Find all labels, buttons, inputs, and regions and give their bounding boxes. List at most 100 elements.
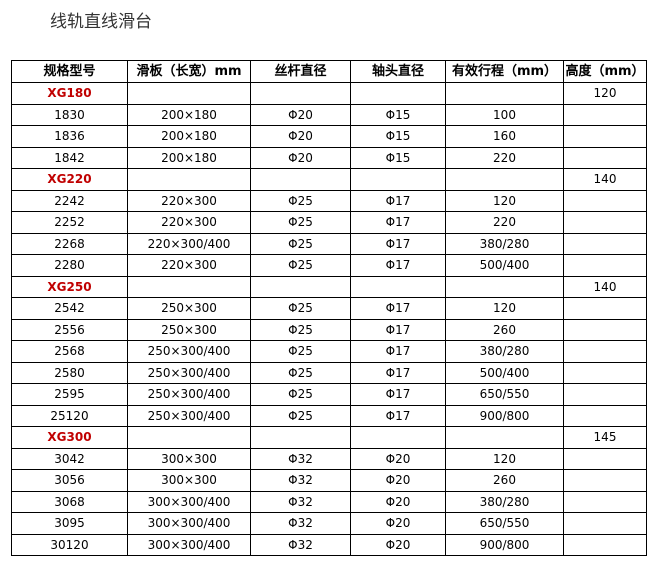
table-cell: 30120 xyxy=(11,533,128,556)
table-cell: Φ20 xyxy=(350,512,446,535)
table-cell: 900/800 xyxy=(445,404,564,427)
table-row: 25120 250×300/400 Φ25 Φ17 900/800 xyxy=(11,404,647,427)
table-cell: Φ32 xyxy=(250,447,351,470)
table-cell: 250×300/400 xyxy=(127,340,251,363)
table-cell: 2542 xyxy=(11,297,128,320)
table-cell: 200×180 xyxy=(127,146,251,169)
table-cell: 145 xyxy=(563,426,647,449)
table-cell: Φ25 xyxy=(250,211,351,234)
table-cell xyxy=(250,82,351,105)
table-cell: Φ17 xyxy=(350,254,446,277)
table-cell xyxy=(127,82,251,105)
table-header-row: 规格型号 滑板（长宽）mm 丝杆直径 轴头直径 有效行程（mm） 高度（mm） xyxy=(11,60,647,83)
table-row: 2252 220×300 Φ25 Φ17 220 xyxy=(11,211,647,234)
table-cell: 900/800 xyxy=(445,533,564,556)
table-cell: 2280 xyxy=(11,254,128,277)
table-cell xyxy=(563,125,647,148)
table-cell: 2556 xyxy=(11,318,128,341)
table-row: 1842 200×180 Φ20 Φ15 220 xyxy=(11,146,647,169)
table-cell: 120 xyxy=(445,447,564,470)
table-cell xyxy=(563,189,647,212)
table-cell: Φ25 xyxy=(250,383,351,406)
table-cell: 3068 xyxy=(11,490,128,513)
table-cell: Φ20 xyxy=(350,533,446,556)
table-cell: 120 xyxy=(445,189,564,212)
table-cell xyxy=(563,447,647,470)
table-cell: 220 xyxy=(445,146,564,169)
table-cell: 250×300/400 xyxy=(127,404,251,427)
table-cell: Φ25 xyxy=(250,232,351,255)
table-cell xyxy=(563,469,647,492)
table-cell: 120 xyxy=(445,297,564,320)
table-cell: Φ17 xyxy=(350,361,446,384)
table-cell: 25120 xyxy=(11,404,128,427)
spec-table: 规格型号 滑板（长宽）mm 丝杆直径 轴头直径 有效行程（mm） 高度（mm） XG180… xyxy=(11,60,647,556)
table-cell: 220×300/400 xyxy=(127,232,251,255)
table-cell xyxy=(445,82,564,105)
table-cell: Φ17 xyxy=(350,404,446,427)
table-cell: Φ20 xyxy=(250,125,351,148)
table-cell xyxy=(563,383,647,406)
table-cell: Φ32 xyxy=(250,512,351,535)
table-cell: Φ17 xyxy=(350,232,446,255)
table-cell: 3042 xyxy=(11,447,128,470)
table-cell: Φ17 xyxy=(350,340,446,363)
table-cell: Φ25 xyxy=(250,318,351,341)
table-cell xyxy=(563,297,647,320)
table-cell xyxy=(563,490,647,513)
table-cell: 300×300 xyxy=(127,447,251,470)
table-cell: 140 xyxy=(563,275,647,298)
table-cell: 220×300 xyxy=(127,211,251,234)
table-cell xyxy=(563,146,647,169)
table-cell: Φ17 xyxy=(350,189,446,212)
table-cell: 300×300 xyxy=(127,469,251,492)
table-cell: Φ17 xyxy=(350,383,446,406)
table-cell: 500/400 xyxy=(445,254,564,277)
table-cell: 260 xyxy=(445,318,564,341)
table-cell: 220 xyxy=(445,211,564,234)
table-row: 3095 300×300/400 Φ32 Φ20 650/550 xyxy=(11,512,647,535)
table-cell: 500/400 xyxy=(445,361,564,384)
table-cell: Φ25 xyxy=(250,404,351,427)
column-header: 轴头直径 xyxy=(350,60,446,83)
table-cell xyxy=(350,82,446,105)
table-cell: 2268 xyxy=(11,232,128,255)
table-cell xyxy=(250,275,351,298)
table-row: 2595 250×300/400 Φ25 Φ17 650/550 xyxy=(11,383,647,406)
table-cell: 200×180 xyxy=(127,125,251,148)
table-cell: 1842 xyxy=(11,146,128,169)
table-cell: Φ25 xyxy=(250,189,351,212)
table-cell xyxy=(563,103,647,126)
table-cell xyxy=(563,254,647,277)
table-cell: 250×300/400 xyxy=(127,361,251,384)
table-cell: Φ15 xyxy=(350,103,446,126)
table-cell: 200×180 xyxy=(127,103,251,126)
table-row: 3042 300×300 Φ32 Φ20 120 xyxy=(11,447,647,470)
table-cell: 2252 xyxy=(11,211,128,234)
group-label: XG220 xyxy=(11,168,128,191)
table-cell: 140 xyxy=(563,168,647,191)
table-cell xyxy=(250,426,351,449)
table-row: 2568 250×300/400 Φ25 Φ17 380/280 xyxy=(11,340,647,363)
table-row: 2280 220×300 Φ25 Φ17 500/400 xyxy=(11,254,647,277)
table-cell: 3095 xyxy=(11,512,128,535)
table-cell: 380/280 xyxy=(445,490,564,513)
table-cell xyxy=(127,168,251,191)
table-cell: 160 xyxy=(445,125,564,148)
table-row: 2542 250×300 Φ25 Φ17 120 xyxy=(11,297,647,320)
group-label: XG180 xyxy=(11,82,128,105)
table-cell: 380/280 xyxy=(445,232,564,255)
table-cell: 2242 xyxy=(11,189,128,212)
table-cell: Φ20 xyxy=(250,146,351,169)
table-cell xyxy=(563,361,647,384)
table-cell: Φ20 xyxy=(350,469,446,492)
table-cell: 250×300 xyxy=(127,297,251,320)
table-cell: 650/550 xyxy=(445,512,564,535)
table-cell: 380/280 xyxy=(445,340,564,363)
table-cell: Φ17 xyxy=(350,318,446,341)
table-cell: 250×300/400 xyxy=(127,383,251,406)
group-row: XG180 120 xyxy=(11,82,647,105)
table-row: 3068 300×300/400 Φ32 Φ20 380/280 xyxy=(11,490,647,513)
table-row: 2556 250×300 Φ25 Φ17 260 xyxy=(11,318,647,341)
table-cell: 2595 xyxy=(11,383,128,406)
